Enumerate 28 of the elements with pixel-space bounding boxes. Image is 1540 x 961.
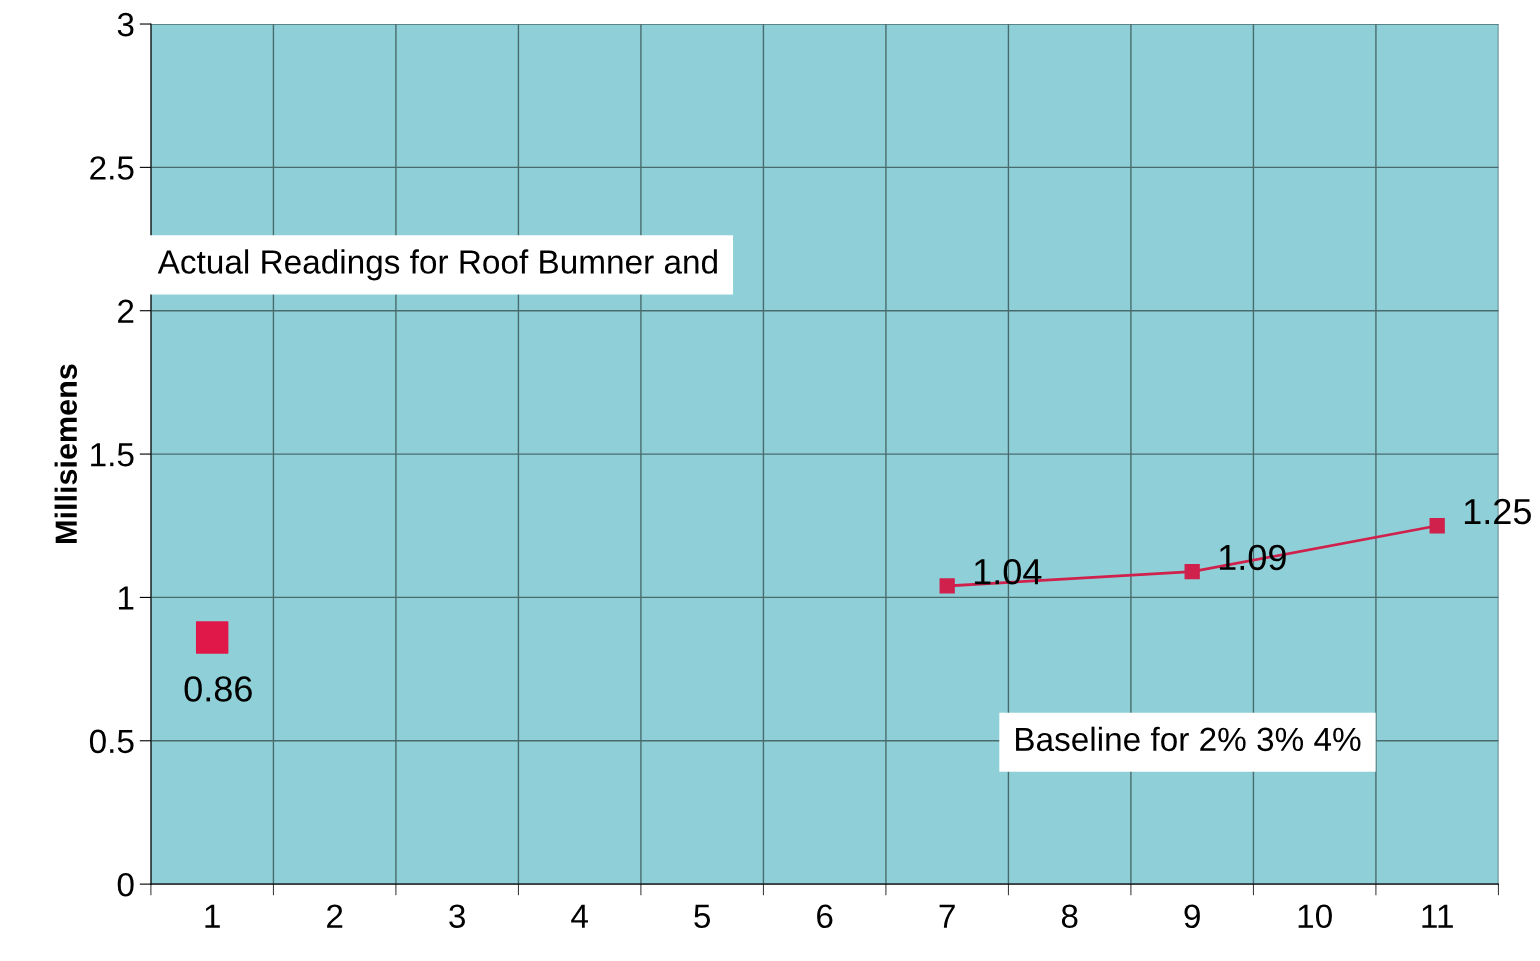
annotation: Actual Readings for Roof Bumner and bbox=[157, 249, 717, 281]
point bbox=[195, 621, 229, 654]
x-tick-label: 3 bbox=[449, 904, 465, 929]
x-tick-label: 7 bbox=[939, 904, 955, 928]
y-tick-label: 3 bbox=[117, 12, 134, 37]
x-tick-label: 11 bbox=[1422, 904, 1453, 928]
x-tick-label: 9 bbox=[1184, 904, 1200, 929]
data-label: 1.25 bbox=[1464, 498, 1531, 525]
point bbox=[939, 578, 955, 594]
data-label: 0.86 bbox=[184, 676, 252, 702]
y-tick-label: 0 bbox=[117, 872, 134, 897]
data-label: 1.04 bbox=[974, 558, 1042, 585]
annotation: Baseline for 2% 3% 4% bbox=[1016, 726, 1361, 752]
x-tick-label: 10 bbox=[1298, 904, 1332, 929]
y-axis-title: Millisiemens bbox=[54, 364, 78, 543]
x-tick-label: 5 bbox=[694, 904, 711, 929]
y-tick-label: 2.5 bbox=[90, 156, 134, 180]
x-tick-label: 2 bbox=[327, 904, 343, 928]
y-tick-label: 1.5 bbox=[91, 443, 134, 467]
point bbox=[1429, 518, 1445, 534]
x-tick-label: 6 bbox=[817, 904, 833, 929]
point bbox=[1184, 563, 1200, 580]
y-tick-label: 0.5 bbox=[89, 729, 134, 754]
y-tick-label: 2 bbox=[118, 299, 134, 323]
x-tick-label: 1 bbox=[205, 904, 220, 928]
y-tick-label: 1 bbox=[118, 586, 134, 610]
x-tick-label: 4 bbox=[571, 904, 588, 928]
x-tick-label: 8 bbox=[1061, 904, 1078, 929]
